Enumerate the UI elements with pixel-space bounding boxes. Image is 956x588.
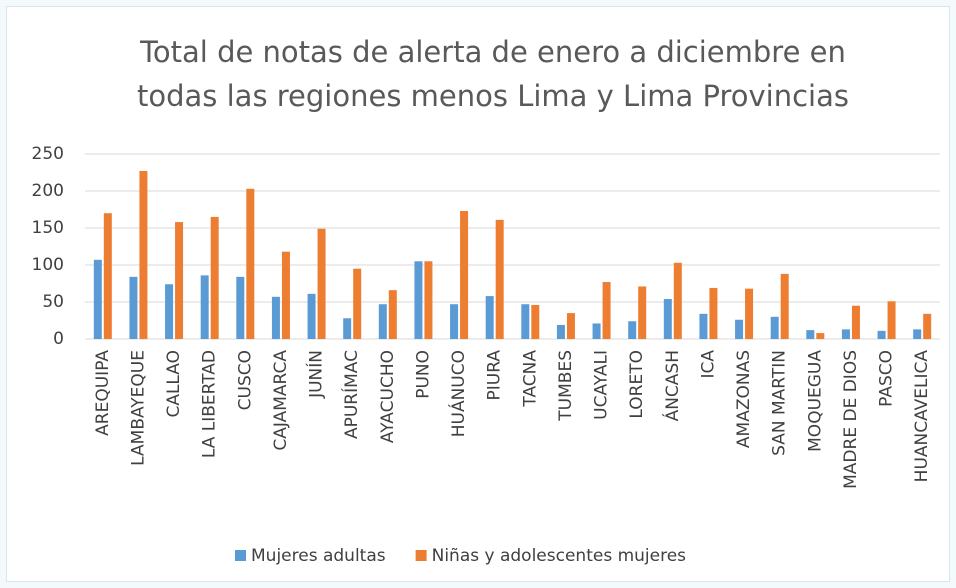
x-tick-label: CAJAMARCA bbox=[271, 350, 291, 451]
y-tick-label: 200 bbox=[32, 181, 64, 201]
y-tick-label: 250 bbox=[32, 144, 64, 164]
bar bbox=[210, 216, 219, 339]
x-tick-label: CUSCO bbox=[235, 350, 255, 410]
x-tick-label: LA LIBERTAD bbox=[200, 350, 220, 458]
bar bbox=[281, 251, 290, 339]
x-tick-label: ÁNCASH bbox=[661, 350, 683, 421]
x-tick-label: PUNO bbox=[413, 350, 433, 399]
bar bbox=[841, 329, 850, 339]
bar bbox=[780, 273, 789, 339]
y-tick-label: 50 bbox=[42, 292, 64, 312]
legend-swatch bbox=[235, 550, 246, 561]
chart-frame bbox=[6, 6, 950, 582]
bar bbox=[531, 304, 540, 339]
bar bbox=[851, 305, 860, 339]
x-tick-label: TACNA bbox=[520, 350, 540, 408]
bar bbox=[246, 188, 255, 339]
x-tick-label: MADRE DE DIOS bbox=[841, 350, 861, 489]
x-tick-label: MOQUEGUA bbox=[805, 350, 825, 452]
x-tick-label: AYACUCHO bbox=[378, 350, 398, 443]
x-tick-label: LAMBAYEQUE bbox=[128, 350, 148, 466]
bar bbox=[271, 296, 280, 339]
x-tick-label: PASCO bbox=[877, 350, 897, 407]
bar bbox=[735, 319, 744, 339]
bar bbox=[709, 287, 718, 339]
chart-title: Total de notas de alerta de enero a dici… bbox=[137, 35, 849, 113]
bar bbox=[200, 275, 209, 339]
bar bbox=[566, 313, 575, 339]
bar bbox=[343, 318, 352, 339]
x-tick-label: HUÁNUCO bbox=[447, 350, 469, 437]
x-tick-label: SAN MARTIN bbox=[770, 350, 790, 456]
bar bbox=[602, 282, 611, 339]
x-tick-label: ICA bbox=[698, 350, 718, 379]
legend-label: Mujeres adultas bbox=[251, 546, 386, 566]
x-tick-label: CALLAO bbox=[164, 350, 184, 418]
bar bbox=[307, 293, 316, 339]
bar bbox=[913, 329, 922, 339]
bar bbox=[378, 304, 387, 339]
bar bbox=[592, 323, 601, 339]
bar bbox=[806, 330, 815, 339]
y-tick-label: 100 bbox=[32, 255, 64, 275]
x-tick-label: UCAYALI bbox=[592, 350, 612, 420]
bar bbox=[93, 259, 102, 339]
bar bbox=[816, 333, 825, 339]
bar bbox=[770, 316, 779, 339]
bar bbox=[460, 210, 469, 339]
legend-label: Niñas y adolescentes mujeres bbox=[432, 546, 687, 566]
bar bbox=[139, 171, 148, 339]
bar bbox=[663, 299, 672, 339]
x-tick-label: AREQUIPA bbox=[93, 350, 113, 436]
bar bbox=[353, 268, 362, 339]
bar bbox=[165, 284, 174, 339]
bar bbox=[556, 324, 565, 339]
bar bbox=[699, 313, 708, 339]
bar bbox=[485, 296, 494, 339]
bar bbox=[175, 222, 184, 339]
bar bbox=[317, 228, 326, 339]
x-tick-label: APURÍMAC bbox=[340, 350, 362, 439]
bar bbox=[414, 261, 423, 339]
x-tick-label: HUANCAVELICA bbox=[912, 350, 932, 483]
x-tick-label: JUNÍN bbox=[305, 350, 327, 399]
bar bbox=[628, 321, 637, 339]
legend-swatch bbox=[415, 550, 427, 561]
bar bbox=[388, 290, 397, 339]
bar bbox=[450, 304, 459, 339]
bar bbox=[495, 219, 504, 339]
bar bbox=[129, 276, 138, 339]
bar bbox=[424, 261, 433, 339]
bar bbox=[673, 262, 682, 339]
x-tick-label: TUMBES bbox=[556, 350, 576, 422]
y-tick-label: 0 bbox=[53, 329, 64, 349]
x-tick-label: PIURA bbox=[485, 350, 505, 401]
bar bbox=[923, 313, 932, 339]
bar bbox=[887, 301, 896, 339]
bar bbox=[877, 330, 886, 339]
bar bbox=[745, 288, 754, 339]
y-tick-label: 150 bbox=[32, 218, 64, 238]
bar bbox=[521, 304, 530, 339]
x-tick-label: AMAZONAS bbox=[734, 350, 754, 448]
bar bbox=[236, 276, 245, 339]
x-tick-label: LORETO bbox=[627, 350, 647, 419]
bar bbox=[638, 286, 647, 339]
bar bbox=[103, 213, 112, 339]
